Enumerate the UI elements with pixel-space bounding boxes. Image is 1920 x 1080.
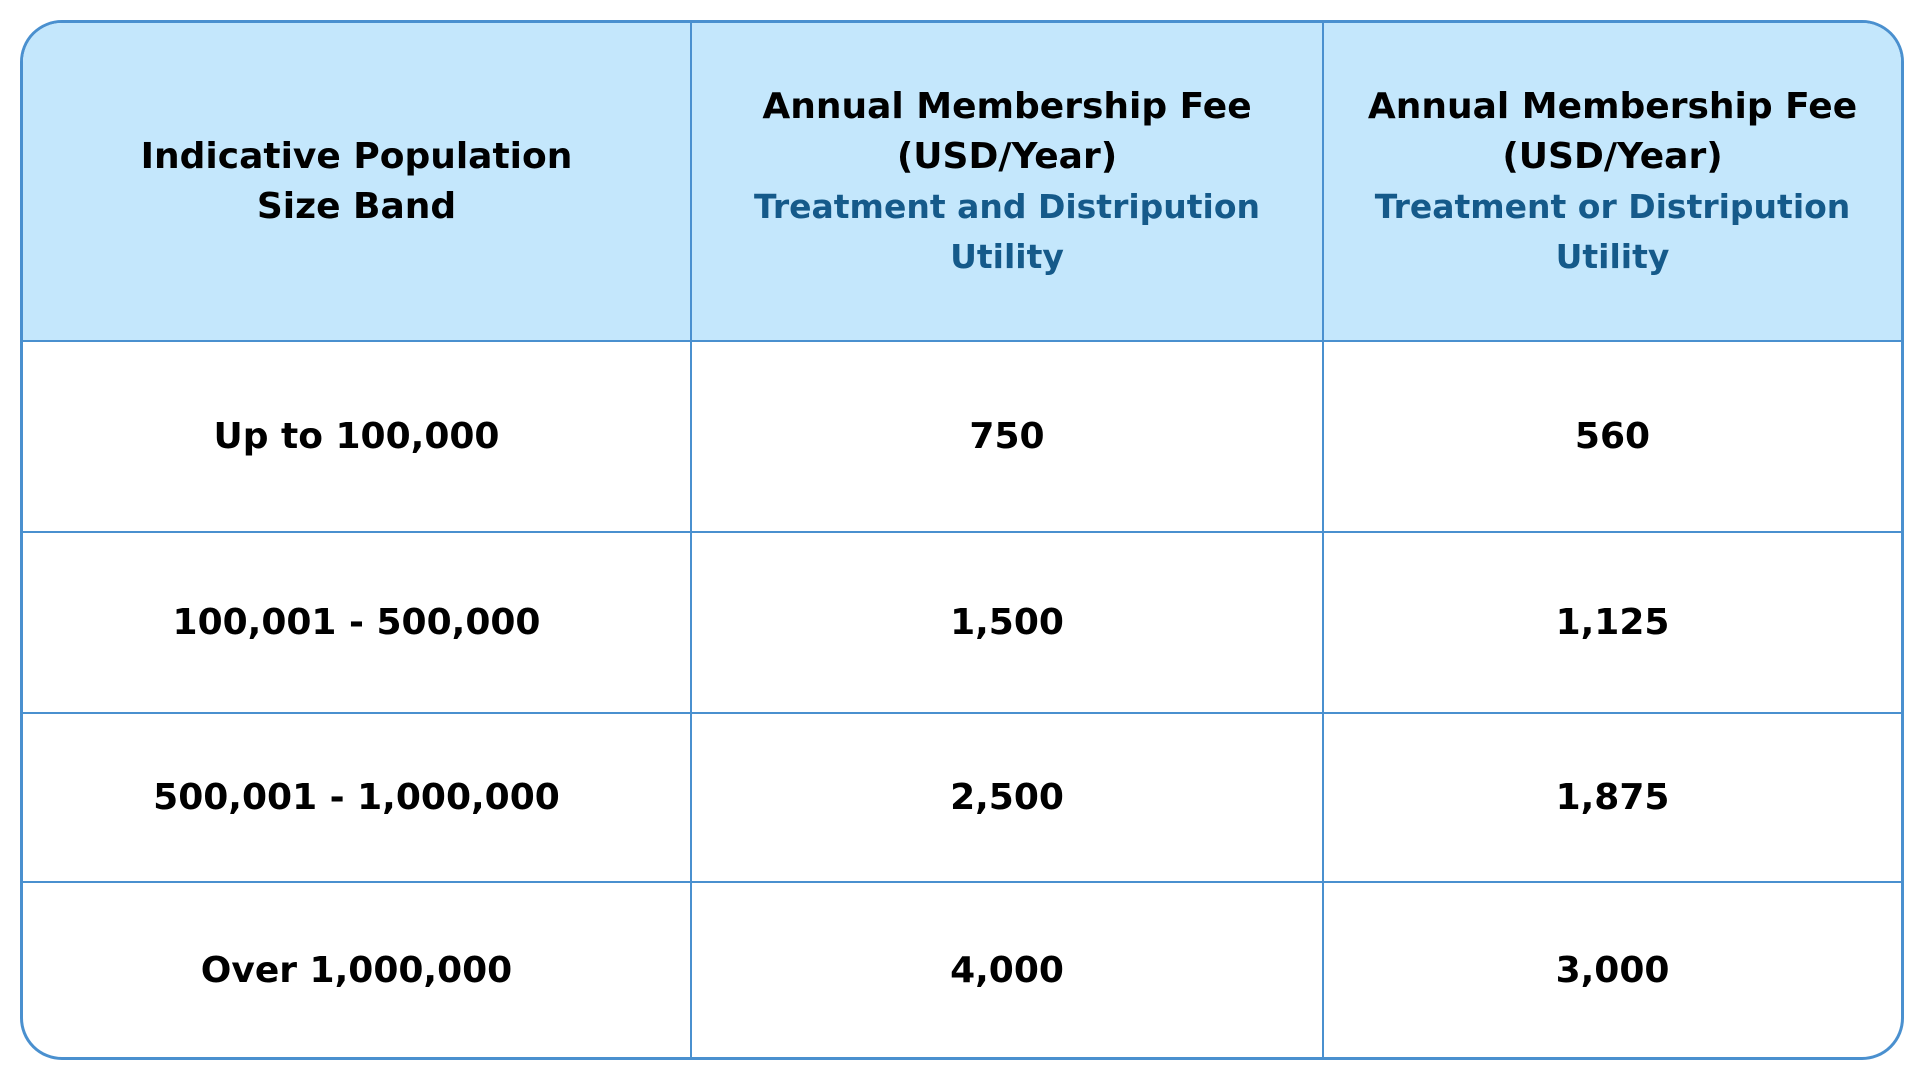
header-population-line2: Size Band <box>256 185 457 227</box>
cell-fee-and: 750 <box>690 340 1324 533</box>
header-fee-title-line2: (USD/Year) <box>896 135 1118 177</box>
header-utility-type-line2: Utility <box>950 236 1064 276</box>
cell-population-band: 100,001 - 500,000 <box>23 531 692 714</box>
header-fee-treatment-and-distribution: Annual Membership Fee (USD/Year) Treatme… <box>690 23 1324 342</box>
header-fee-title-line2: (USD/Year) <box>1502 135 1723 177</box>
cell-fee-or: 3,000 <box>1322 881 1901 1057</box>
cell-fee-and: 2,500 <box>690 712 1324 883</box>
header-fee-title-line1: Annual Membership Fee <box>1367 85 1858 127</box>
cell-population-band: Up to 100,000 <box>23 340 692 533</box>
table-row: 500,001 - 1,000,000 2,500 1,875 <box>23 712 1901 883</box>
fee-table-grid: Indicative Population Size Band Annual M… <box>23 23 1901 1057</box>
table-row: Over 1,000,000 4,000 3,000 <box>23 881 1901 1057</box>
cell-fee-and: 1,500 <box>690 531 1324 714</box>
cell-fee-or: 1,125 <box>1322 531 1901 714</box>
table-row: Up to 100,000 750 560 <box>23 340 1901 533</box>
header-population-line1: Indicative Population <box>140 135 573 177</box>
header-fee-title-line1: Annual Membership Fee <box>762 85 1252 127</box>
membership-fee-table: Indicative Population Size Band Annual M… <box>20 20 1904 1060</box>
header-utility-type-line1: Treatment or Distripution <box>1374 186 1851 226</box>
header-population-band: Indicative Population Size Band <box>23 23 692 342</box>
header-utility-type-line2: Utility <box>1555 236 1670 276</box>
header-fee-treatment-or-distribution: Annual Membership Fee (USD/Year) Treatme… <box>1322 23 1901 342</box>
cell-fee-or: 560 <box>1322 340 1901 533</box>
cell-population-band: Over 1,000,000 <box>23 881 692 1057</box>
table-header-row: Indicative Population Size Band Annual M… <box>23 23 1901 342</box>
header-utility-type-line1: Treatment and Distripution <box>753 186 1261 226</box>
cell-population-band: 500,001 - 1,000,000 <box>23 712 692 883</box>
cell-fee-and: 4,000 <box>690 881 1324 1057</box>
table-row: 100,001 - 500,000 1,500 1,125 <box>23 531 1901 714</box>
cell-fee-or: 1,875 <box>1322 712 1901 883</box>
